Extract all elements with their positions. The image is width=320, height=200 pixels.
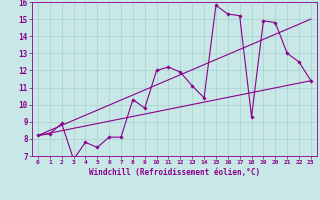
X-axis label: Windchill (Refroidissement éolien,°C): Windchill (Refroidissement éolien,°C) [89, 168, 260, 177]
